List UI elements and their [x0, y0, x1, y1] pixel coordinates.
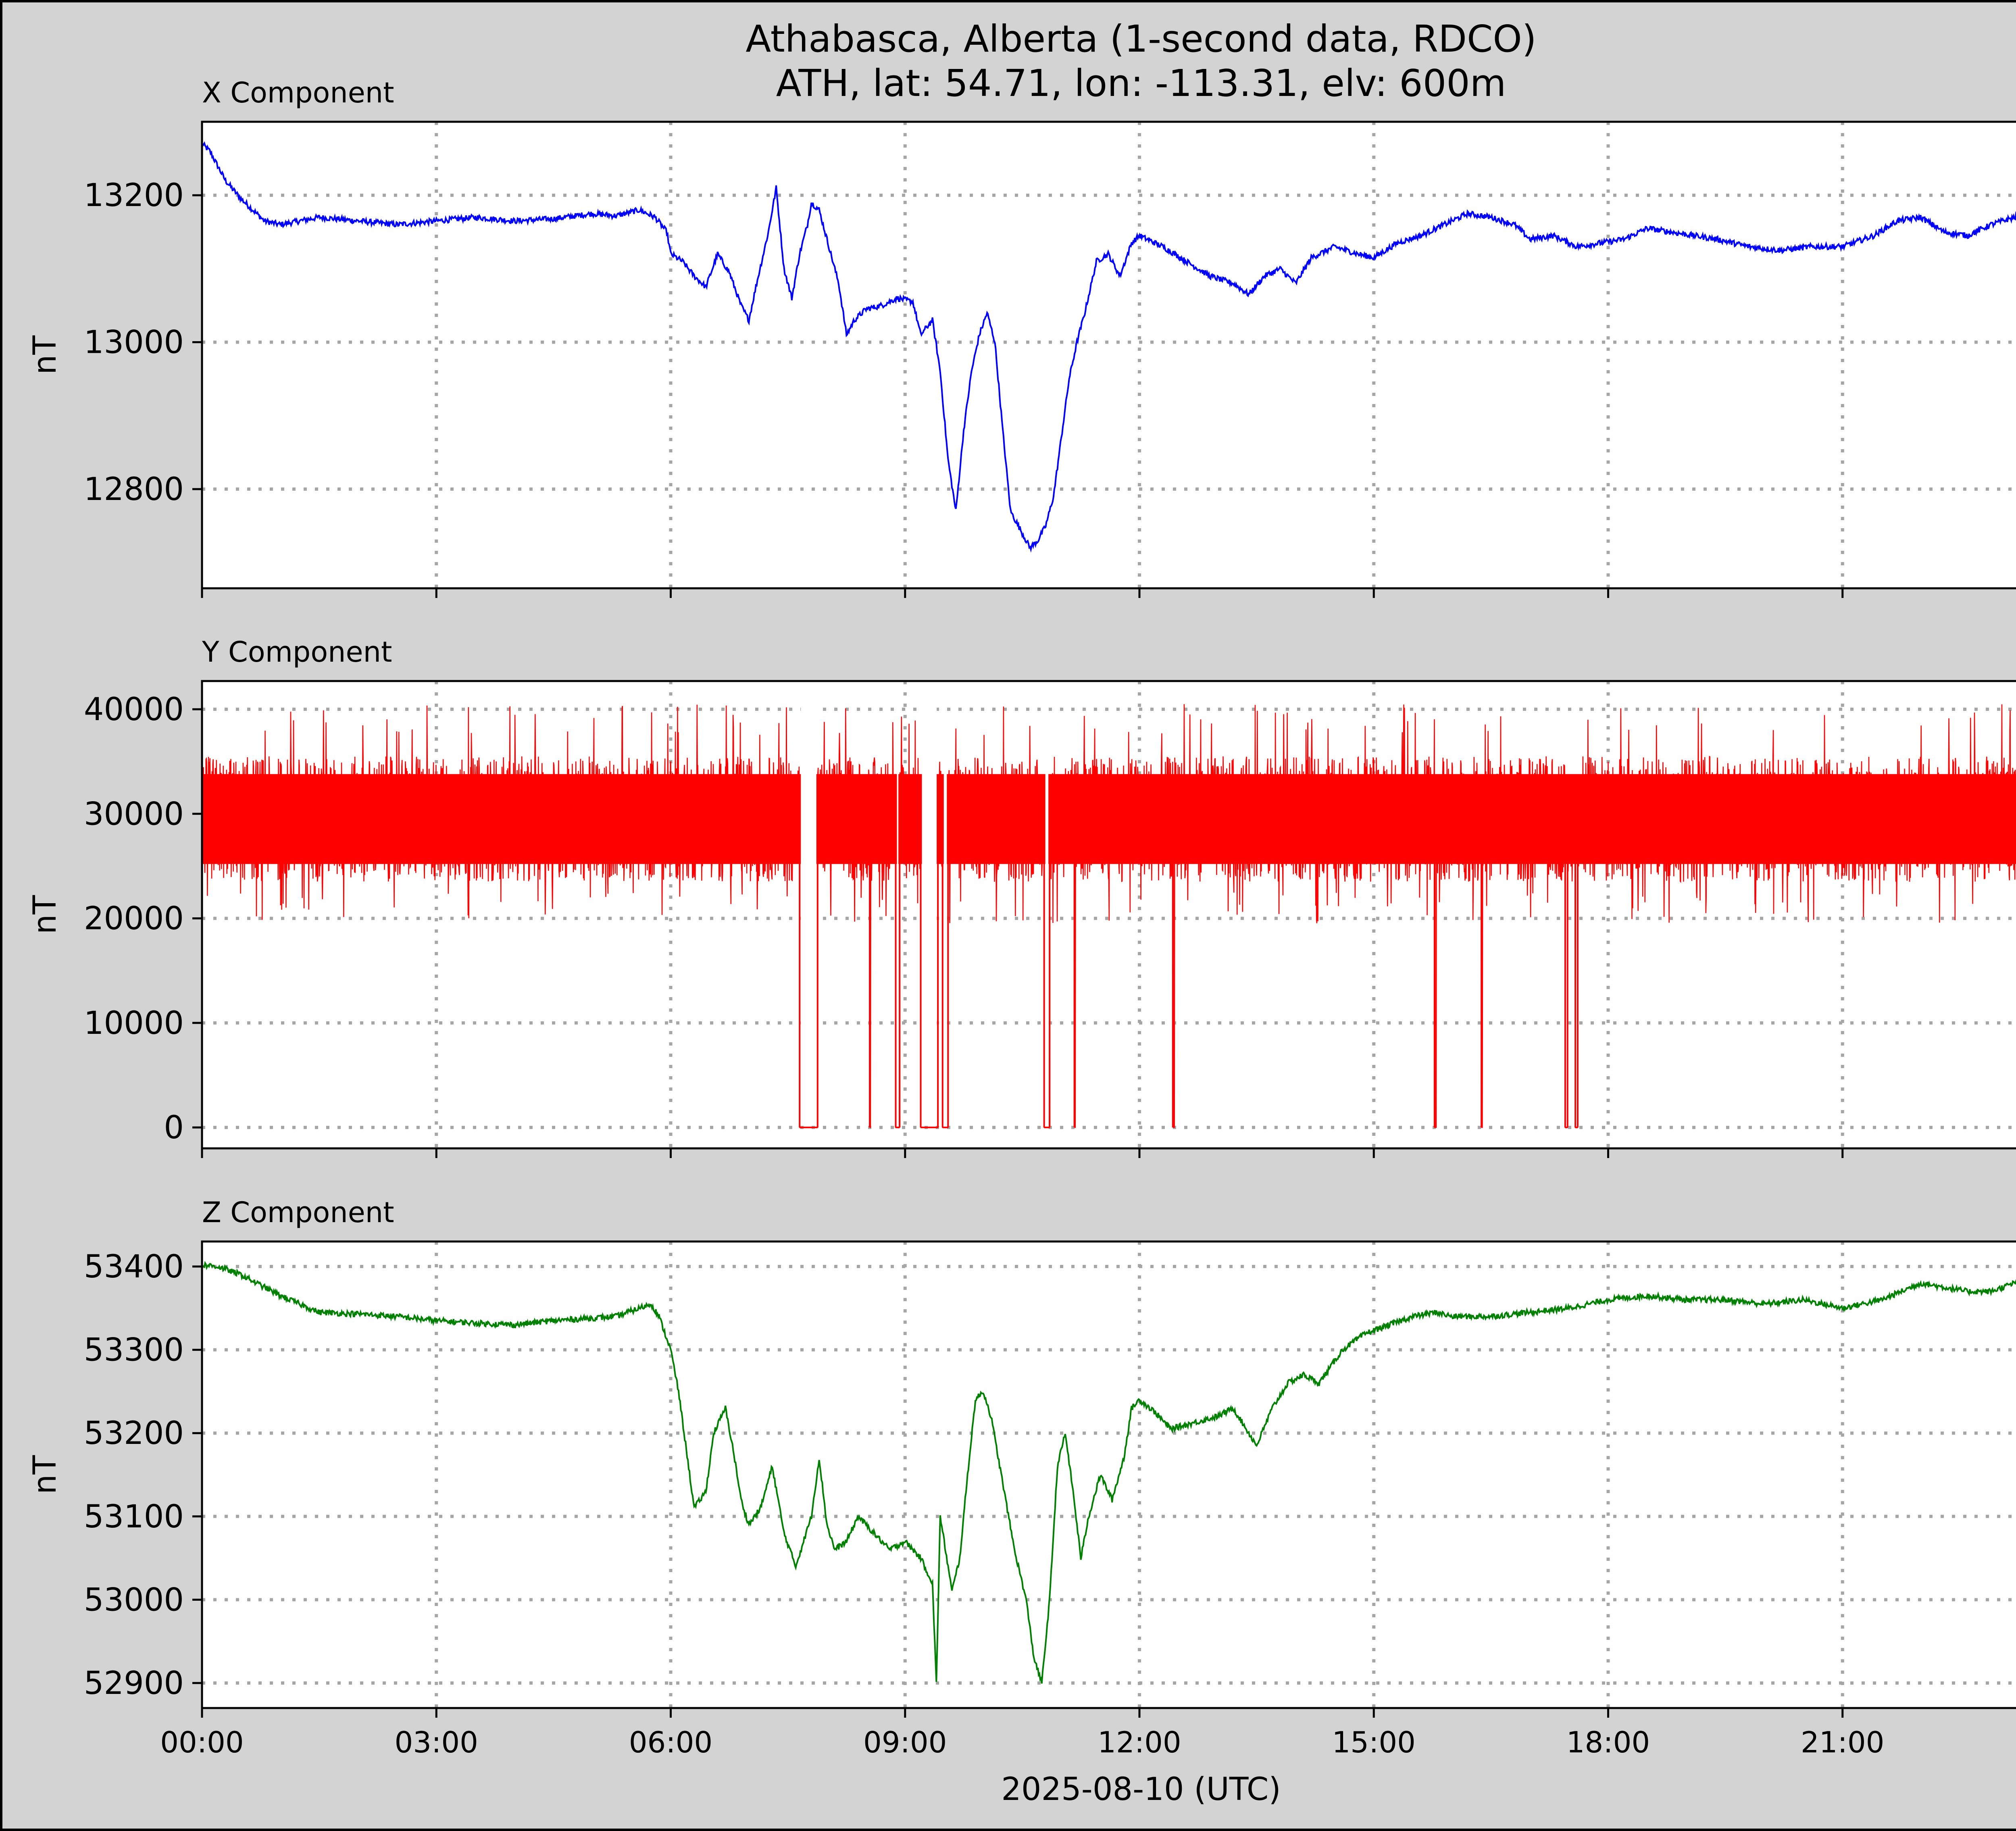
y-tick-label: 10000: [84, 1005, 184, 1042]
y-tick-label: 53200: [84, 1415, 184, 1452]
dropout-gap: [897, 681, 899, 1123]
y-tick-label: 53300: [84, 1332, 184, 1369]
y-tick-label: 52900: [84, 1665, 184, 1702]
x-tick-label: 21:00: [1801, 1725, 1885, 1759]
data-line-z: [202, 1261, 2016, 1684]
x-tick-label: 09:00: [863, 1725, 947, 1759]
panel-title: Y Component: [202, 635, 392, 669]
x-tick-label: 06:00: [629, 1725, 713, 1759]
y-tick-label: 53400: [84, 1249, 184, 1285]
dropout-gap: [1045, 681, 1049, 1123]
y-tick-label: 20000: [84, 901, 184, 937]
data-band-y: [202, 774, 2016, 864]
y-tick-label: 53000: [84, 1582, 184, 1618]
panel-2: Z Component nT 52900 53000 53100 53200 53300 53…: [27, 1196, 2016, 1759]
y-tick-label: 0: [164, 1110, 184, 1146]
chart-title-line2: ATH, lat: 54.71, lon: -113.31, elv: 600m: [776, 62, 1506, 105]
panel-title: X Component: [202, 76, 394, 109]
chart-title-line1: Athabasca, Alberta (1-second data, RDCO): [746, 17, 1536, 60]
y-axis-label: nT: [27, 895, 63, 934]
x-tick-label: 15:00: [1332, 1725, 1416, 1759]
dropout-gap: [801, 681, 816, 1123]
y-axis-label: nT: [27, 1455, 63, 1494]
y-tick-label: 40000: [84, 692, 184, 728]
x-axis-label: 2025-08-10 (UTC): [1001, 1771, 1281, 1808]
dropout-gap: [943, 681, 947, 1123]
dropout-gap: [922, 681, 937, 1123]
x-tick-label: 12:00: [1098, 1725, 1181, 1759]
x-tick-label: 03:00: [395, 1725, 479, 1759]
plot-area: [202, 122, 2016, 588]
data-line-x: [202, 141, 2016, 553]
series-group: [202, 1261, 2016, 1684]
plot-area: [202, 1241, 2016, 1708]
y-tick-label: 53100: [84, 1499, 184, 1535]
y-tick-label: 13200: [84, 177, 184, 214]
series-group: [202, 681, 2016, 1129]
y-tick-label: 13000: [84, 325, 184, 361]
x-tick-label: 00:00: [160, 1725, 244, 1759]
x-tick-label: 18:00: [1566, 1725, 1650, 1759]
series-group: [202, 141, 2016, 553]
panel-1: Y Component nT 0 10000 20000 30000 40000: [27, 635, 2016, 1158]
panel-title: Z Component: [202, 1196, 394, 1229]
y-tick-label: 30000: [84, 796, 184, 832]
panel-0: X Component nT 12800 13000 13200: [27, 76, 2016, 598]
y-tick-label: 12800: [84, 471, 184, 508]
y-axis-label: nT: [27, 335, 63, 375]
